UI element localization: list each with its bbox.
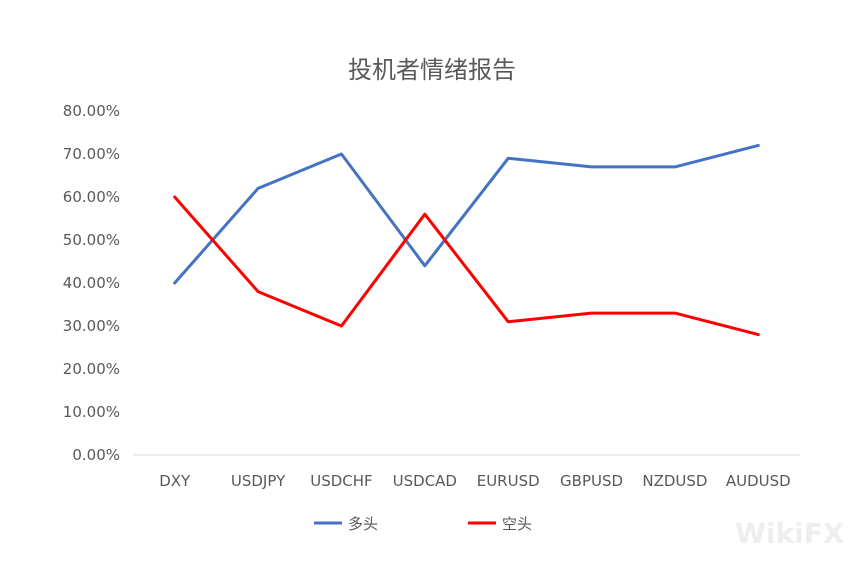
x-tick-label: DXY xyxy=(159,472,191,490)
y-tick-label: 30.00% xyxy=(63,317,120,335)
x-tick-label: USDJPY xyxy=(231,472,286,490)
x-tick-label: AUDUSD xyxy=(726,472,791,490)
y-tick-label: 80.00% xyxy=(63,102,120,120)
y-tick-label: 70.00% xyxy=(63,145,120,163)
series-line-long xyxy=(173,143,760,285)
x-tick-label: NZDUSD xyxy=(642,472,707,490)
legend-label: 多头 xyxy=(348,515,378,533)
y-axis-ticks: 0.00% 10.00% 20.00% 30.00% 40.00% 50.00% 60.00… xyxy=(63,102,120,464)
chart-title: 投机者情绪报告 xyxy=(348,56,516,84)
series-lines xyxy=(173,143,760,337)
x-axis-ticks: DXY USDJPY USDCHF USDCAD EURUSD GBPUSD NZDUSD A… xyxy=(159,472,791,490)
x-tick-label: USDCHF xyxy=(310,472,372,490)
y-tick-label: 20.00% xyxy=(63,360,120,378)
x-tick-label: GBPUSD xyxy=(560,472,623,490)
y-tick-label: 60.00% xyxy=(63,188,120,206)
y-tick-label: 0.00% xyxy=(72,446,120,464)
x-tick-label: USDCAD xyxy=(393,472,457,490)
y-tick-label: 10.00% xyxy=(63,403,120,421)
x-tick-label: EURUSD xyxy=(477,472,540,490)
y-tick-label: 50.00% xyxy=(63,231,120,249)
watermark-text: WikiFX xyxy=(735,517,845,550)
legend: 多头 空头 xyxy=(314,515,532,533)
series-line-short xyxy=(173,195,760,337)
y-tick-label: 40.00% xyxy=(63,274,120,292)
legend-label: 空头 xyxy=(502,515,532,533)
